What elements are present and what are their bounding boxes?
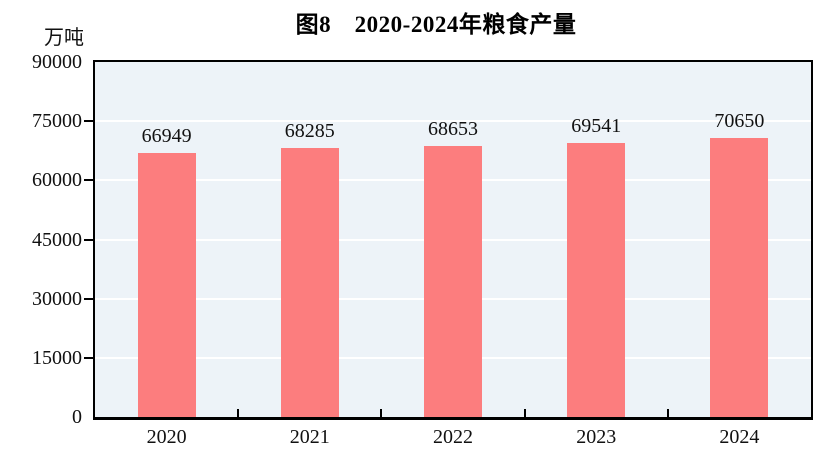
x-axis-tick bbox=[666, 409, 669, 417]
x-axis-tick-label: 2022 bbox=[433, 426, 473, 448]
x-axis-tick-label: 2020 bbox=[146, 426, 187, 448]
bar-value-label: 68285 bbox=[284, 119, 335, 142]
y-axis-unit-label: 万吨 bbox=[44, 27, 84, 49]
bar-value-label: 70650 bbox=[714, 110, 765, 133]
x-axis-tick-label: 2023 bbox=[576, 426, 617, 448]
bar-2021 bbox=[280, 147, 339, 417]
bar-value-label: 68653 bbox=[428, 118, 478, 141]
y-axis-tick-label: 90000 bbox=[32, 51, 82, 73]
y-axis-tick bbox=[84, 179, 93, 182]
y-axis-tick-label: 30000 bbox=[32, 287, 82, 310]
chart-title: 图8 2020-2024年粮食产量 bbox=[295, 12, 577, 37]
y-axis-tick bbox=[84, 120, 93, 123]
y-axis-tick bbox=[84, 238, 93, 241]
x-axis-tick bbox=[237, 409, 240, 417]
bar-value-label: 69541 bbox=[571, 114, 622, 137]
y-axis-tick-label: 0 bbox=[72, 406, 82, 428]
y-axis-tick bbox=[84, 356, 93, 359]
x-axis-tick bbox=[380, 409, 383, 417]
plot-area: 66949 68285 68653 69541 70650 bbox=[93, 60, 813, 420]
y-axis-tick-label: 45000 bbox=[32, 228, 82, 251]
y-axis-tick-label: 15000 bbox=[32, 346, 82, 369]
y-axis-tick bbox=[84, 297, 93, 300]
y-axis-tick-label: 75000 bbox=[32, 110, 82, 133]
bar-value-label: 66949 bbox=[141, 124, 192, 147]
y-axis-tick-label: 60000 bbox=[32, 169, 82, 192]
bar-2024 bbox=[710, 138, 769, 417]
gridline bbox=[95, 120, 811, 123]
bar-2020 bbox=[137, 152, 196, 417]
x-axis-tick-label: 2024 bbox=[719, 426, 760, 448]
x-axis-tick bbox=[523, 409, 526, 417]
x-axis-tick-label: 2021 bbox=[289, 426, 330, 448]
bar-2022 bbox=[424, 146, 482, 417]
bar-2023 bbox=[567, 142, 626, 417]
